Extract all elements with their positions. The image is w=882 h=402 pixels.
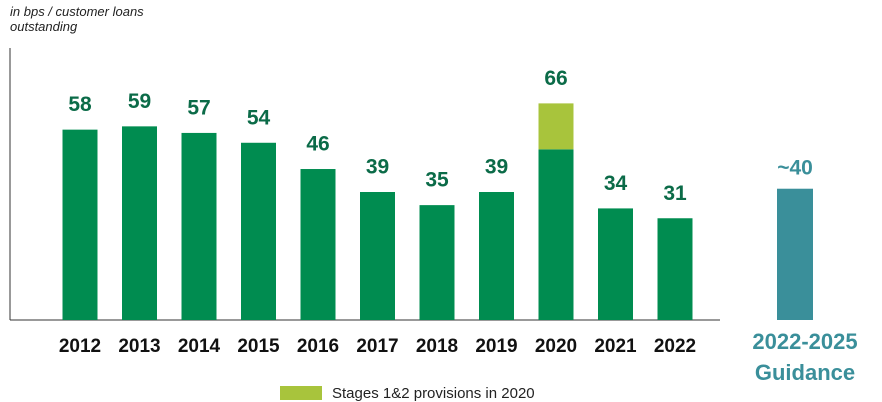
bar	[360, 192, 395, 320]
value-label: 59	[128, 90, 151, 113]
legend-swatch	[280, 386, 322, 400]
x-tick-label: 2021	[594, 336, 637, 357]
x-tick-label: 2020	[535, 336, 577, 357]
x-tick-label: 2022	[654, 336, 696, 357]
bar	[300, 169, 336, 320]
value-label: 35	[425, 169, 449, 192]
value-label: 54	[247, 106, 271, 129]
x-tick-label: 2015	[237, 336, 280, 357]
value-label: 66	[544, 67, 567, 90]
value-label: 34	[604, 172, 628, 195]
value-label: 46	[306, 133, 329, 156]
x-tick-label: 2017	[356, 336, 398, 357]
value-label: 31	[663, 182, 687, 205]
bar	[181, 132, 217, 320]
value-label: 39	[366, 156, 389, 179]
bar	[241, 142, 276, 320]
value-label: 39	[485, 156, 508, 179]
legend-label: Stages 1&2 provisions in 2020	[332, 385, 535, 402]
guidance-label: 2022-2025 Guidance	[752, 329, 858, 385]
bar	[657, 218, 693, 320]
value-label: 57	[187, 96, 210, 119]
bar	[122, 126, 157, 320]
bar	[62, 129, 98, 320]
bar	[538, 149, 574, 320]
bar	[479, 192, 514, 320]
guidance-value-label: ~40	[777, 156, 813, 179]
x-tick-label: 2013	[118, 336, 160, 357]
x-tick-label: 2014	[178, 336, 221, 357]
x-tick-label: 2016	[297, 336, 339, 357]
value-label: 58	[68, 93, 92, 116]
subtitle: in bps / customer loans outstanding	[10, 4, 144, 34]
bar	[419, 205, 455, 320]
bar	[598, 208, 633, 320]
x-tick-label: 2012	[59, 336, 101, 357]
x-tick-label: 2018	[416, 336, 458, 357]
guidance-bar	[777, 188, 813, 320]
x-tick-label: 2019	[475, 336, 517, 357]
bar	[538, 103, 574, 150]
